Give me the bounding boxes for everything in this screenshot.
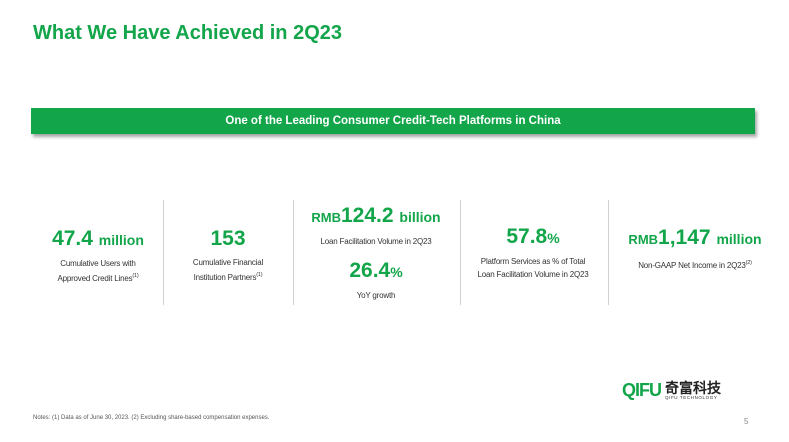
separator: [460, 200, 461, 305]
metric: RMB124.2 billion Loan Facilitation Volume…: [311, 203, 440, 302]
metric-value: RMB124.2 billion: [311, 203, 440, 231]
footnote-ref: (1): [132, 273, 139, 279]
metric: 47.4 million Cumulative Users with Approve…: [52, 226, 144, 285]
label-line: YoY growth: [311, 289, 440, 302]
footnote-ref: (2): [745, 260, 752, 266]
label-line: Cumulative Users with: [52, 257, 144, 270]
label-text: Institution Partners: [193, 273, 257, 282]
metric-label: YoY growth: [311, 289, 440, 302]
label-text: YoY growth: [356, 291, 396, 300]
value-unit: million: [716, 231, 762, 247]
metric-label: Platform Services as % of Total Loan Faci…: [477, 255, 588, 281]
separator: [293, 200, 294, 305]
page-number: 5: [744, 417, 749, 426]
label-text: Platform Services as % of Total: [480, 257, 586, 266]
metric-value: 57.8%: [477, 224, 588, 251]
logo-tagline: QIFU TECHNOLOGY: [665, 395, 718, 400]
value-unit: %: [390, 264, 403, 280]
label-text: Cumulative Financial: [192, 258, 264, 267]
label-line: Loan Facilitation Volume in 2Q23: [311, 235, 440, 248]
metric-value: 26.4%: [311, 258, 440, 285]
value-number: 153: [210, 227, 246, 250]
value-unit: million: [98, 232, 144, 248]
value-prefix: RMB: [311, 210, 341, 225]
label-text: Approved Credit Lines: [57, 274, 133, 283]
separator: [163, 200, 164, 305]
value-unit: %: [547, 230, 560, 246]
metric-label: Loan Facilitation Volume in 2Q23: [311, 235, 440, 248]
metric-label: Cumulative Financial Institution Partners…: [193, 256, 263, 284]
metric: 153 Cumulative Financial Institution Partn…: [193, 226, 263, 284]
logo: QIFU 奇富科技 QIFU TECHNOLOGY: [622, 380, 721, 401]
label-text: Non-GAAP Net Income in 2Q23: [638, 261, 746, 270]
metric-value: 153: [193, 226, 263, 252]
separator: [608, 200, 609, 305]
label-line: Non-GAAP Net Income in 2Q23(2): [628, 257, 761, 272]
label-line: Platform Services as % of Total: [477, 255, 588, 268]
value-number: 47.4: [52, 227, 93, 250]
label-line: Cumulative Financial: [193, 256, 263, 269]
logo-text: 奇富科技 QIFU TECHNOLOGY: [665, 381, 721, 400]
label-text: Loan Facilitation Volume in 2Q23: [477, 270, 589, 279]
label-line: Institution Partners(1): [193, 269, 263, 284]
metric-value: 47.4 million: [52, 226, 144, 253]
logo-name: 奇富科技: [665, 380, 721, 396]
value-prefix: RMB: [628, 232, 659, 247]
metric-value: RMB1,147 million: [628, 225, 761, 253]
value-number: 1,147: [658, 226, 711, 249]
metric: RMB1,147 million Non-GAAP Net Income in 2…: [628, 225, 761, 272]
value-number: 26.4: [349, 259, 391, 282]
metric-label: Non-GAAP Net Income in 2Q23(2): [628, 257, 761, 272]
logo-mark: QIFU: [622, 380, 662, 400]
footnote: Notes: (1) Data as of June 30, 2023. (2)…: [33, 415, 270, 421]
label-text: Cumulative Users with: [60, 259, 136, 268]
metric: 57.8% Platform Services as % of Total Loan…: [477, 224, 588, 281]
footnote-ref: (1): [256, 272, 263, 278]
label-line: Loan Facilitation Volume in 2Q23: [477, 268, 588, 281]
label-text: Loan Facilitation Volume in 2Q23: [320, 237, 432, 246]
metric-label: Cumulative Users with Approved Credit Lin…: [52, 257, 144, 285]
value-unit: billion: [399, 209, 441, 225]
value-number: 124.2: [340, 204, 394, 227]
sub-metric: 26.4% YoY growth: [311, 258, 440, 302]
slide-title: What We Have Achieved in 2Q23: [33, 22, 342, 44]
banner: One of the Leading Consumer Credit-Tech …: [31, 108, 755, 134]
value-number: 57.8: [506, 225, 548, 248]
label-line: Approved Credit Lines(1): [52, 270, 144, 285]
